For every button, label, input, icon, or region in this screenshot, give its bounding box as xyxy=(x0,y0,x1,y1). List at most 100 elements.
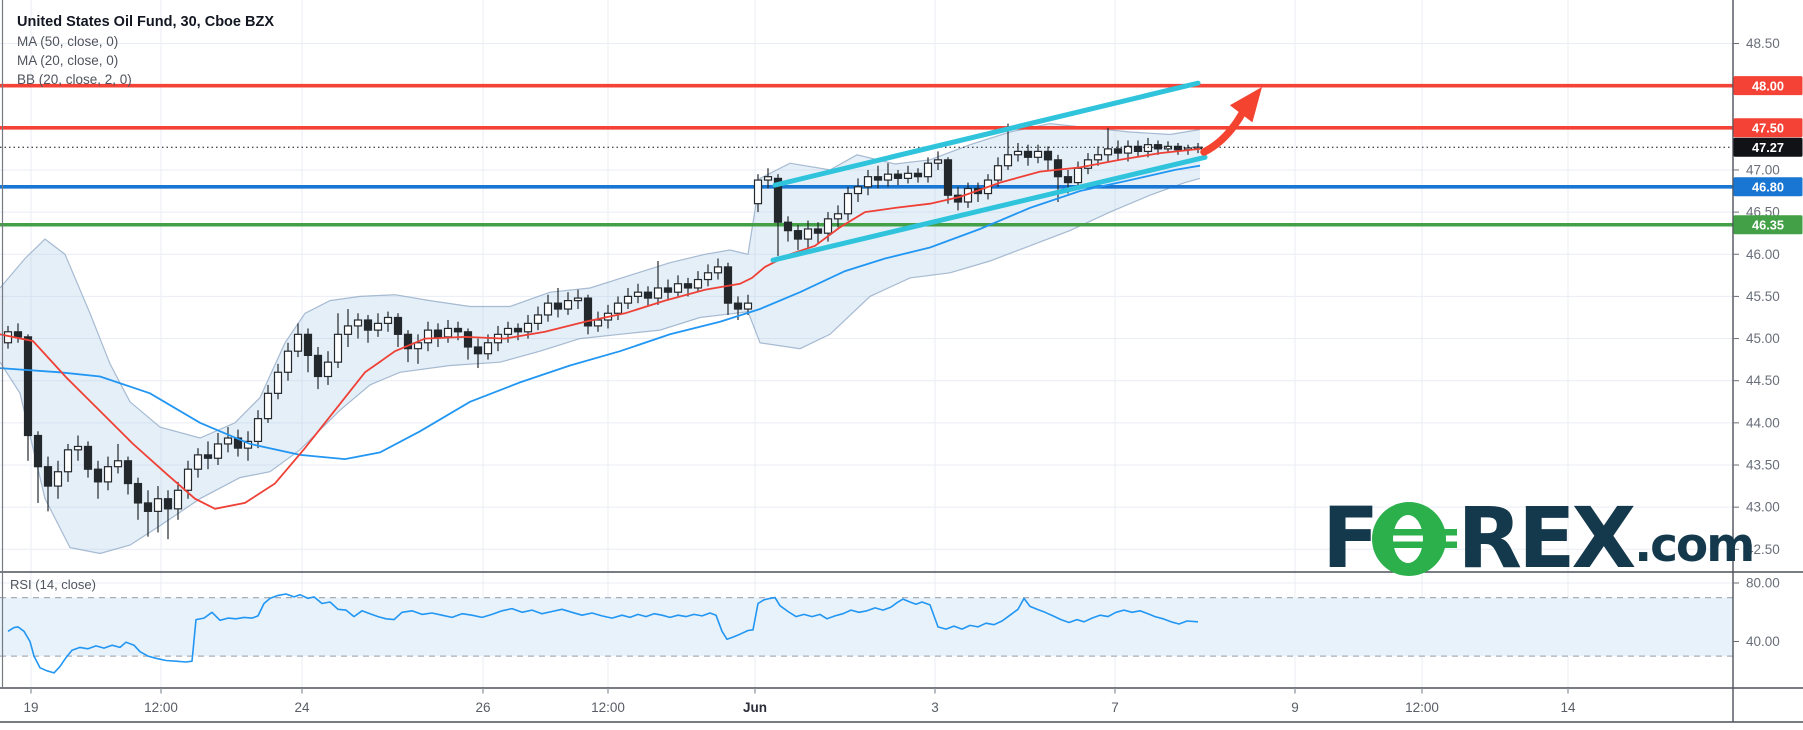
time-label-19: 19 xyxy=(23,700,38,715)
price-badge-46.35: 46.35 xyxy=(1733,215,1803,235)
candle-body-up xyxy=(323,361,333,378)
candle-body-up xyxy=(1013,150,1023,156)
candle xyxy=(803,220,813,248)
candle-body-down xyxy=(143,502,153,512)
price-badge-46.80: 46.80 xyxy=(1733,177,1803,197)
candle-body-up xyxy=(1003,154,1013,167)
candle-body-down xyxy=(463,331,473,348)
trend-channel-upper[interactable] xyxy=(772,80,1201,188)
candle xyxy=(223,427,233,453)
candle xyxy=(333,313,343,369)
price-badge-46.80-text: 46.80 xyxy=(1752,180,1784,195)
candle xyxy=(113,443,123,474)
candle xyxy=(313,346,323,390)
candle-body-up xyxy=(373,322,383,331)
candle xyxy=(323,351,333,385)
price-pane[interactable] xyxy=(0,0,1733,572)
candle-body-up xyxy=(633,291,643,297)
candle-body-up xyxy=(213,443,223,459)
symbol-title[interactable]: United States Oil Fund, 30, Cboe BZX xyxy=(17,14,274,30)
candle-body-up xyxy=(1143,144,1153,153)
candle xyxy=(43,456,53,512)
candle-body-down xyxy=(473,346,483,355)
candle xyxy=(1083,153,1093,175)
candle xyxy=(763,168,773,189)
indicator-ma50-label[interactable]: MA (50, close, 0) xyxy=(17,34,119,49)
candle-body-down xyxy=(433,329,443,338)
candle-body-up xyxy=(223,437,233,445)
candle-body-down xyxy=(93,468,103,483)
time-scale[interactable] xyxy=(0,688,1733,722)
candle-body-up xyxy=(153,498,163,512)
candle xyxy=(873,165,883,189)
candle-body-down xyxy=(1043,150,1053,161)
candle-body-up xyxy=(573,297,583,302)
candle-body-up xyxy=(843,192,853,215)
last-price-badge-bg xyxy=(1733,137,1803,157)
candle xyxy=(343,309,353,347)
candle-body-down xyxy=(783,221,793,232)
candle xyxy=(1013,142,1023,162)
indicator-bb-label[interactable]: BB (20, close, 2, 0) xyxy=(17,72,132,87)
candle xyxy=(893,169,903,186)
candle xyxy=(663,279,673,301)
price-badge-47.50-bg xyxy=(1733,118,1803,138)
candle xyxy=(703,264,713,287)
time-label-12:00: 12:00 xyxy=(591,700,625,715)
candle xyxy=(653,260,663,305)
candle-body-down xyxy=(453,327,463,333)
candle xyxy=(1113,140,1123,160)
rsi-pane[interactable] xyxy=(0,572,1733,688)
candle xyxy=(93,460,103,499)
candle-body-up xyxy=(833,213,843,220)
candle-body-down xyxy=(303,333,313,357)
candle-body-down xyxy=(163,498,173,510)
candle xyxy=(623,287,633,310)
price-tick-40.00: 40.00 xyxy=(1746,634,1780,649)
candle-body-up xyxy=(763,176,773,181)
candle xyxy=(393,313,403,347)
candle xyxy=(913,168,923,183)
candle xyxy=(143,490,153,537)
candle xyxy=(133,477,143,520)
forex-com-watermark: F REX .com xyxy=(1322,496,1755,580)
time-axis-labels: 19 12:00 24 26 12:00 Jun 3 7 9 12:00 14 xyxy=(23,688,1576,715)
price-tick-46.00: 46.00 xyxy=(1746,247,1780,262)
breakout-arrow-shaft[interactable] xyxy=(1200,106,1248,156)
candle xyxy=(743,294,753,315)
candle-body-up xyxy=(1103,148,1113,156)
indicator-ma20-label[interactable]: MA (20, close, 0) xyxy=(17,53,119,68)
trend-channel-lower[interactable] xyxy=(770,154,1208,263)
candle-body-up xyxy=(423,329,433,344)
candle xyxy=(993,157,1003,187)
candle xyxy=(593,311,603,332)
candle-body-down xyxy=(133,482,143,504)
time-label-7: 7 xyxy=(1111,700,1119,715)
candle xyxy=(83,441,93,478)
candle-body-up xyxy=(713,266,723,274)
price-scale[interactable] xyxy=(1733,0,1803,722)
candle-body-up xyxy=(993,165,1003,181)
candle-body-down xyxy=(683,283,693,289)
candle xyxy=(643,286,653,307)
candle xyxy=(53,460,63,499)
candle xyxy=(1023,144,1033,166)
candle xyxy=(73,435,83,461)
price-badge-46.35-text: 46.35 xyxy=(1752,217,1784,232)
rsi-indicator-label[interactable]: RSI (14, close) xyxy=(10,577,96,592)
candle-body-up xyxy=(383,316,393,324)
candle xyxy=(713,258,723,280)
candle xyxy=(693,271,703,293)
candle xyxy=(123,456,133,495)
candle-body-up xyxy=(933,159,943,164)
candle xyxy=(683,277,693,297)
candle-body-up xyxy=(353,319,363,327)
candle-body-down xyxy=(773,177,783,223)
candle-body-up xyxy=(693,278,703,289)
time-label-14: 14 xyxy=(1560,700,1576,715)
price-badge-48.00: 48.00 xyxy=(1733,76,1803,96)
breakout-arrow-head[interactable] xyxy=(1229,87,1262,123)
candle-body-down xyxy=(363,319,373,331)
